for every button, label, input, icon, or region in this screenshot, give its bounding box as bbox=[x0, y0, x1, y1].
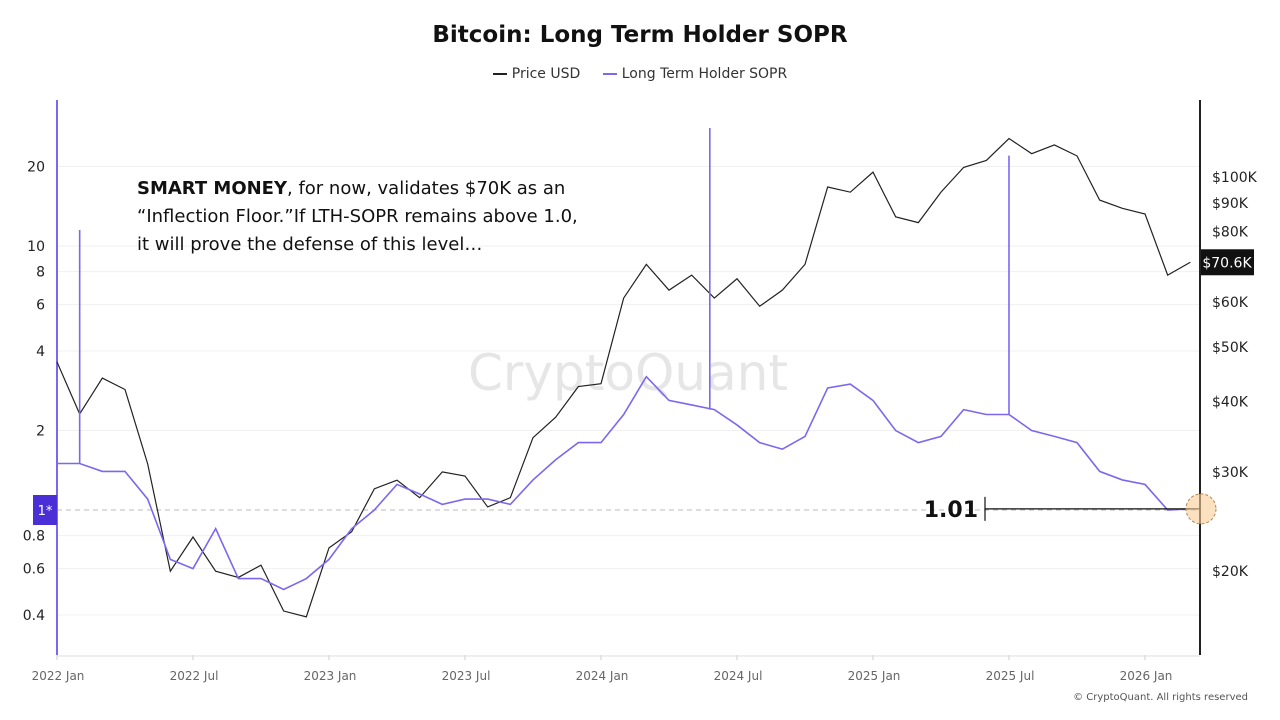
x-tick-label: 2022 Jan bbox=[32, 669, 85, 683]
watermark: CryptoQuant bbox=[468, 344, 788, 402]
x-tick-label: 2025 Jan bbox=[848, 669, 901, 683]
left-tick-label: 10 bbox=[27, 239, 45, 255]
x-tick-label: 2025 Jul bbox=[986, 669, 1035, 683]
x-tick-label: 2024 Jul bbox=[714, 669, 763, 683]
right-tick-label: $60K bbox=[1212, 295, 1249, 311]
legend-item-sopr[interactable]: Long Term Holder SOPR bbox=[602, 66, 788, 82]
highlight-circle bbox=[1185, 493, 1217, 525]
legend-swatch-sopr bbox=[602, 73, 617, 75]
sopr-one-badge bbox=[33, 495, 57, 525]
right-tick-label: $90K bbox=[1212, 196, 1249, 212]
callout-label: 1.01 bbox=[924, 498, 978, 523]
annotation-line1: , for now, validates $70K as an bbox=[287, 178, 566, 199]
annotation-line2: “Inflection Floor.”If LTH-SOPR remains a… bbox=[137, 206, 578, 227]
left-tick-label: 6 bbox=[36, 298, 45, 314]
current-price-label: $70.6K bbox=[1202, 255, 1252, 271]
x-tick-label: 2023 Jan bbox=[304, 669, 357, 683]
left-tick-label: 8 bbox=[36, 265, 45, 281]
annotation-bold: SMART MONEY bbox=[137, 178, 288, 199]
price-line bbox=[56, 137, 1191, 618]
copyright: © CryptoQuant. All rights reserved bbox=[1073, 692, 1248, 703]
x-tick-label: 2022 Jul bbox=[170, 669, 219, 683]
right-tick-label: $20K bbox=[1212, 564, 1249, 580]
right-tick-label: $100K bbox=[1212, 170, 1258, 186]
x-tick-label: 2023 Jul bbox=[442, 669, 491, 683]
left-tick-label: 0.4 bbox=[23, 608, 45, 624]
current-price-badge bbox=[1201, 249, 1254, 276]
sopr-one-badge-label: 1* bbox=[38, 504, 53, 519]
legend-label-sopr: Long Term Holder SOPR bbox=[621, 66, 788, 82]
annotation-line3: it will prove the defense of this level… bbox=[137, 234, 483, 255]
left-tick-label: 0.6 bbox=[23, 562, 45, 578]
annotation-text: SMART MONEY, for now, validates $70K as … bbox=[137, 175, 578, 259]
chart-title: Bitcoin: Long Term Holder SOPR bbox=[432, 22, 848, 48]
left-tick-label: 4 bbox=[36, 344, 45, 360]
right-tick-label: $80K bbox=[1212, 225, 1249, 241]
right-tick-label: $30K bbox=[1212, 465, 1249, 481]
right-tick-label: $50K bbox=[1212, 340, 1249, 356]
left-tick-label: 20 bbox=[27, 160, 45, 176]
left-tick-label: 0.8 bbox=[23, 529, 45, 545]
left-tick-label: 2 bbox=[36, 424, 45, 440]
x-tick-label: 2024 Jan bbox=[576, 669, 629, 683]
legend-item-price[interactable]: Price USD bbox=[492, 66, 581, 82]
legend: Price USD Long Term Holder SOPR bbox=[0, 63, 1280, 82]
right-tick-label: $40K bbox=[1212, 394, 1249, 410]
legend-swatch-price bbox=[492, 73, 507, 75]
sopr-line bbox=[57, 375, 1191, 591]
x-tick-label: 2026 Jan bbox=[1120, 669, 1173, 683]
legend-label-price: Price USD bbox=[511, 66, 581, 82]
